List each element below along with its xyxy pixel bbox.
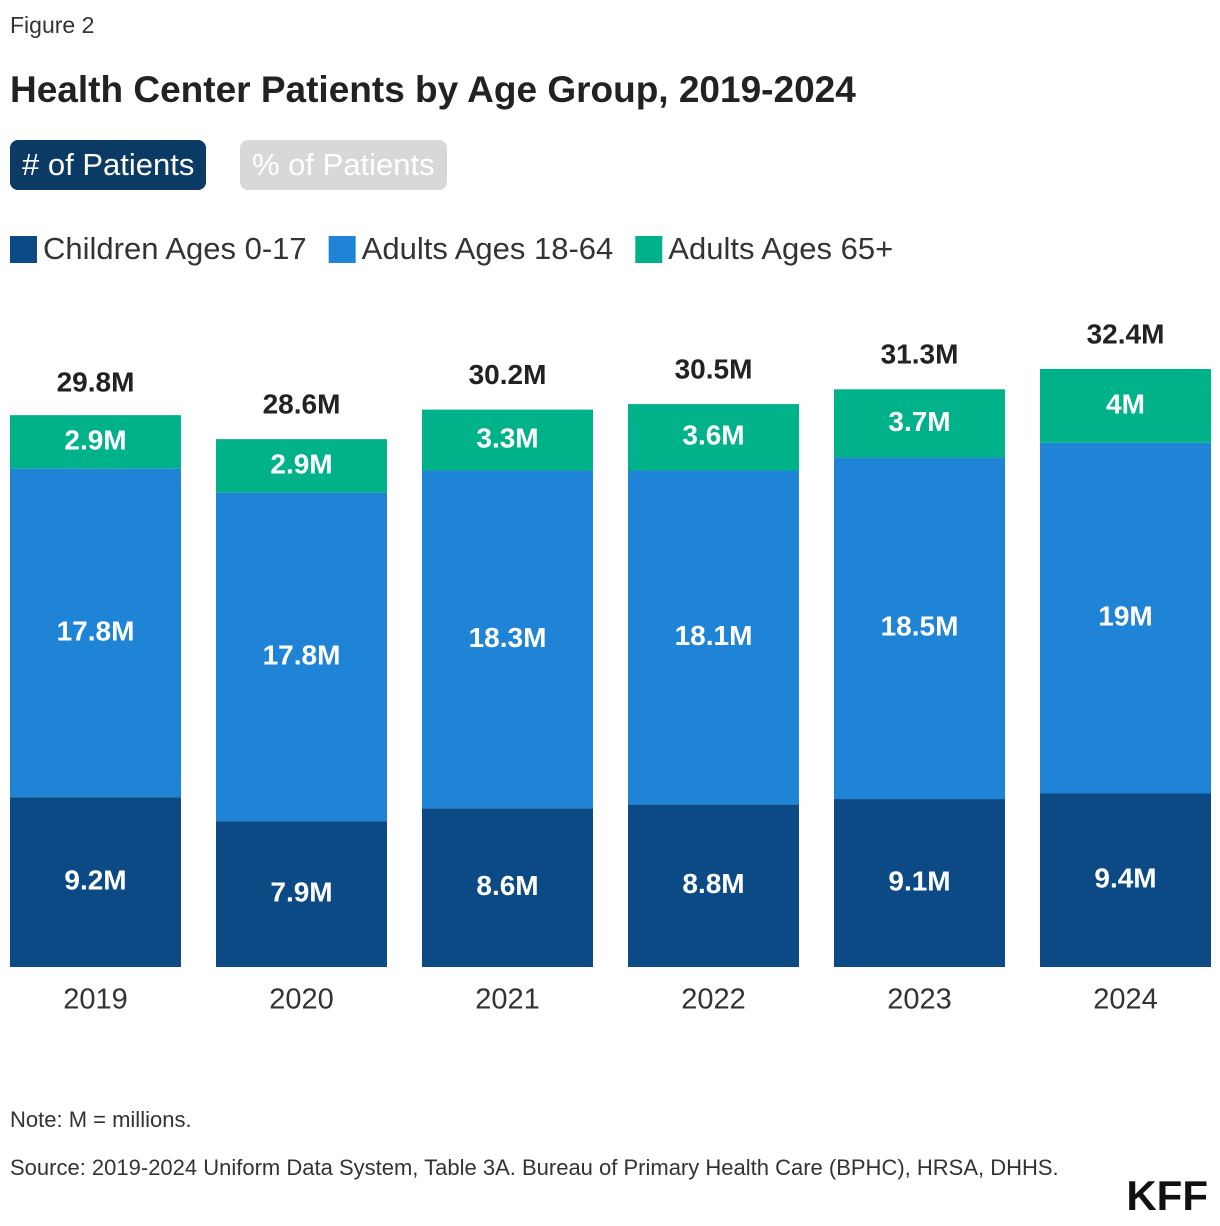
toggle-count[interactable]: # of Patients — [10, 140, 207, 190]
bar-segment — [628, 404, 799, 471]
x-tick-label: 2024 — [1093, 984, 1158, 1016]
chart-title: Health Center Patients by Age Group, 201… — [10, 69, 856, 110]
bar-segment — [834, 799, 1005, 967]
bar-segment — [10, 468, 181, 798]
bar-segment — [10, 797, 181, 967]
bar-segment — [216, 492, 387, 822]
bar-segment — [216, 439, 387, 493]
toggle-percent[interactable]: % of Patients — [240, 140, 447, 190]
legend-swatch — [635, 236, 663, 263]
chart: Figure 2 Health Center Patients by Age G… — [10, 12, 1211, 1016]
x-tick-label: 2023 — [887, 984, 952, 1016]
value-label: 2.9M — [270, 448, 332, 479]
x-tick-label: 2022 — [681, 984, 746, 1016]
total-label: 32.4M — [1087, 318, 1165, 349]
note: Note: M = millions. — [10, 1107, 192, 1132]
value-label: 18.1M — [675, 620, 753, 651]
bar-segment — [216, 821, 387, 967]
value-label: 18.5M — [881, 611, 959, 642]
x-tick-label: 2019 — [63, 984, 128, 1016]
value-label: 3.3M — [476, 422, 538, 453]
total-label: 30.2M — [469, 359, 547, 390]
value-label: 3.6M — [682, 420, 744, 451]
total-label: 29.8M — [57, 366, 135, 397]
value-label: 8.8M — [682, 868, 744, 899]
value-label: 18.3M — [469, 622, 547, 653]
value-label: 2.9M — [64, 424, 126, 455]
legend-label: Adults Ages 18-64 — [362, 231, 614, 266]
value-label: 7.9M — [270, 876, 332, 907]
bar-segment — [834, 457, 1005, 800]
total-label: 31.3M — [881, 339, 959, 370]
legend-swatch — [328, 236, 356, 263]
bar-segment — [1040, 793, 1211, 967]
logo: KFF — [1126, 1172, 1208, 1219]
bar-segment — [628, 804, 799, 967]
value-label: 17.8M — [263, 639, 341, 670]
legend-swatch — [10, 236, 37, 263]
bar-segment — [422, 409, 593, 471]
bar-segment — [834, 389, 1005, 458]
x-tick-label: 2021 — [475, 984, 540, 1016]
legend-label: Children Ages 0-17 — [43, 231, 307, 266]
value-label: 17.8M — [57, 615, 135, 646]
bar-segment — [628, 470, 799, 805]
x-tick-label: 2020 — [269, 984, 334, 1016]
value-label: 19M — [1098, 601, 1152, 632]
value-label: 3.7M — [888, 406, 950, 437]
legend-label: Adults Ages 65+ — [668, 231, 893, 266]
value-label: 4M — [1106, 388, 1145, 419]
figure-label: Figure 2 — [10, 12, 94, 38]
bar-segment — [1040, 369, 1211, 443]
value-label: 9.1M — [888, 865, 950, 896]
total-label: 30.5M — [675, 353, 753, 384]
value-label: 9.4M — [1094, 863, 1156, 894]
bar-segment — [422, 470, 593, 809]
value-label: 9.2M — [64, 864, 126, 895]
value-label: 8.6M — [476, 870, 538, 901]
bar-segment — [10, 415, 181, 469]
bar-segment — [422, 808, 593, 967]
total-label: 28.6M — [263, 389, 341, 420]
bar-segment — [1040, 442, 1211, 794]
source: Source: 2019-2024 Uniform Data System, T… — [10, 1155, 1059, 1180]
